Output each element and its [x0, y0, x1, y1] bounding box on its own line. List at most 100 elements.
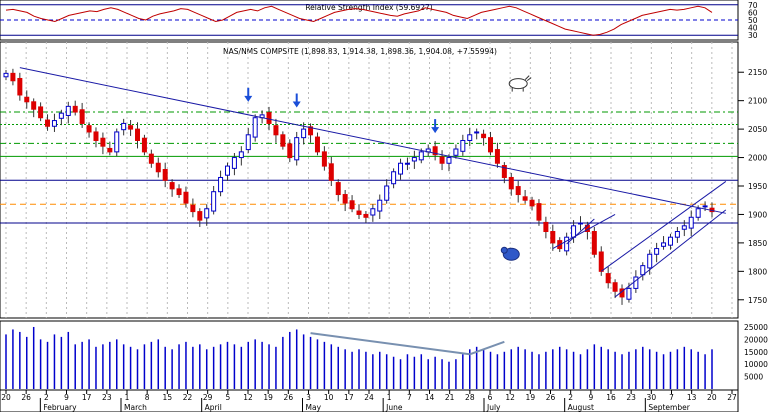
- volume-trendline: [469, 340, 505, 356]
- price-trendline: [600, 181, 727, 272]
- x-day-label: 26: [284, 393, 294, 402]
- candle-body: [474, 131, 480, 134]
- candle-body: [695, 208, 701, 218]
- candle-body: [38, 106, 44, 119]
- candle-body: [58, 112, 64, 119]
- candle-body: [356, 210, 362, 215]
- x-day-label: 1: [387, 393, 392, 402]
- candle-body: [681, 225, 687, 230]
- rsi-reference-lines: [0, 4, 738, 36]
- x-month-label: September: [648, 403, 690, 412]
- x-day-label: 20: [1, 393, 11, 402]
- x-month-label: April: [205, 403, 222, 412]
- x-day-label: 9: [64, 393, 69, 402]
- x-day-label: 2: [568, 393, 573, 402]
- candle-body: [45, 119, 51, 127]
- price-panel: NAS/NMS COMPSITE (1,898.83, 1,914.38, 1,…: [0, 41, 767, 319]
- candle-body: [218, 176, 224, 193]
- rsi-title: Relative Strength Index (59.6927): [305, 3, 432, 12]
- price-tick-label: 1950: [748, 182, 767, 191]
- candle-body: [51, 120, 57, 127]
- candle-body: [411, 157, 417, 162]
- candle-body: [481, 133, 487, 139]
- x-day-label: 12: [243, 393, 253, 402]
- candle-body: [321, 151, 327, 167]
- x-day-label: 17: [344, 393, 354, 402]
- x-day-label: 21: [445, 393, 455, 402]
- x-day-label: 17: [82, 393, 92, 402]
- candle-body: [231, 157, 237, 169]
- volume-tick-label: 5000: [744, 373, 763, 382]
- candle-body: [515, 186, 521, 196]
- volume-frame: [0, 320, 739, 391]
- x-month-label: May: [306, 403, 322, 412]
- x-day-label: 19: [526, 393, 536, 402]
- price-reference-lines: [0, 111, 738, 224]
- candle-body: [633, 276, 639, 289]
- x-day-label: 7: [407, 393, 412, 402]
- candle-body: [598, 251, 604, 272]
- candle-body: [612, 282, 618, 292]
- candle-body: [571, 225, 577, 238]
- volume-tick-label: 15000: [744, 348, 768, 357]
- candle-body: [328, 163, 334, 181]
- price-trendline: [19, 67, 726, 214]
- x-day-label: 12: [505, 393, 515, 402]
- candle-body: [204, 208, 210, 219]
- candle-body: [605, 273, 611, 284]
- candle-body: [674, 231, 680, 238]
- candle-body: [370, 208, 376, 216]
- volume-tick-label: 25000: [744, 323, 768, 332]
- candle-body: [335, 182, 341, 196]
- candle-body: [121, 122, 127, 131]
- candle-body: [508, 176, 514, 190]
- candle-body: [155, 162, 161, 173]
- x-day-label: 19: [263, 393, 273, 402]
- rsi-tick-label: 30: [748, 31, 758, 40]
- candle-body: [301, 128, 307, 139]
- x-day-label: 29: [203, 393, 213, 402]
- x-day-label: 26: [546, 393, 556, 402]
- candle-body: [494, 149, 500, 164]
- candle-body: [100, 137, 106, 147]
- candle-body: [398, 162, 404, 175]
- candle-body: [308, 126, 314, 136]
- volume-axis: 25000 20000 15000 10000 5000: [744, 323, 768, 382]
- x-day-label: 14: [425, 393, 435, 402]
- candle-body: [190, 204, 196, 213]
- volume-panel: 25000 20000 15000 10000 5000: [0, 320, 768, 391]
- candle-body: [197, 211, 203, 221]
- price-tick-label: 1750: [748, 296, 767, 305]
- x-day-label: 23: [102, 393, 112, 402]
- rsi-tick-label: 50: [748, 16, 758, 25]
- candle-body: [432, 146, 438, 156]
- candle-body: [224, 165, 230, 176]
- candle-body: [460, 139, 466, 152]
- arrow-down-icon: [292, 101, 301, 108]
- rsi-tick-label: 40: [748, 24, 758, 33]
- x-day-label: 15: [163, 393, 173, 402]
- x-day-label: 20: [707, 393, 717, 402]
- price-tick-label: 2000: [748, 154, 767, 163]
- price-trendline: [614, 209, 727, 298]
- bull-icon: [524, 75, 532, 81]
- candle-body: [543, 221, 549, 233]
- candle-body: [135, 128, 141, 141]
- candle-body: [342, 194, 348, 204]
- candle-body: [107, 147, 113, 153]
- price-trendline: [566, 218, 595, 245]
- rsi-tick-label: 70: [748, 1, 758, 10]
- volume-trendline: [310, 332, 470, 356]
- candle-body: [522, 196, 528, 201]
- candle-body: [377, 199, 383, 212]
- candle-body: [349, 200, 355, 210]
- candle-body: [453, 148, 459, 156]
- candlesticks: [3, 68, 715, 305]
- x-month-label: July: [486, 403, 501, 412]
- x-day-labels: 20 26 2 9 17 23 1 8 15 22 29 5 12 19 26 3 10 17 24 1 7 14 21 28…: [1, 390, 737, 402]
- candle-body: [273, 125, 279, 136]
- x-day-label: 26: [21, 393, 31, 402]
- price-tick-label: 2100: [748, 97, 767, 106]
